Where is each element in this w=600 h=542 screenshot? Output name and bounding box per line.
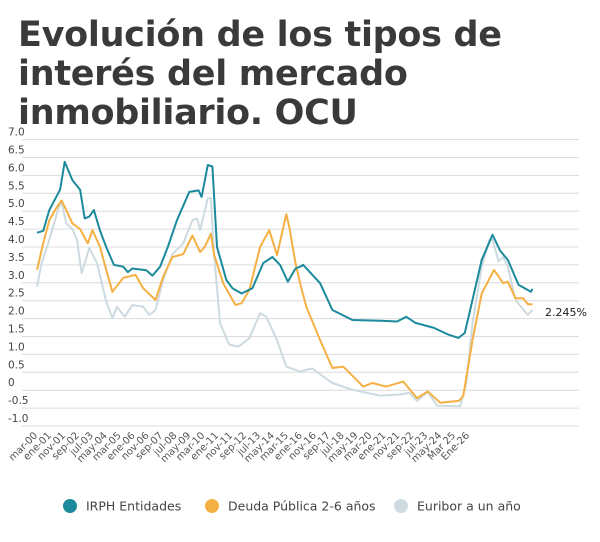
y-tick-label: 3.5 — [8, 252, 25, 264]
series-lines — [36, 160, 534, 408]
legend-label: Deuda Pública 2-6 años — [228, 499, 376, 514]
y-tick-label: 2.0 — [8, 306, 25, 318]
y-tick-label: 1.5 — [8, 324, 25, 336]
y-tick-label: 6.0 — [8, 162, 25, 174]
legend-label: IRPH Entidades — [86, 499, 181, 514]
series-line-0 — [36, 160, 534, 339]
y-tick-label: -1.0 — [8, 413, 29, 425]
y-tick-label: 0.5 — [8, 359, 25, 371]
y-tick-label: 6.5 — [8, 145, 25, 157]
legend-marker — [205, 499, 219, 513]
y-tick-label: 5.5 — [8, 180, 25, 192]
y-tick-label: 5.0 — [8, 198, 25, 210]
y-tick-label: 3.0 — [8, 270, 25, 282]
legend-marker — [394, 499, 408, 513]
legend-item: IRPH Entidades — [63, 499, 181, 514]
y-tick-label: 4.0 — [8, 234, 25, 246]
x-axis-tick-labels: mar-00ene-01nov-01sep-02jul-03may-04mar-… — [7, 430, 472, 465]
y-tick-label: 7.0 — [8, 127, 25, 139]
legend-item: Deuda Pública 2-6 años — [205, 499, 376, 514]
legend: IRPH Entidades Deuda Pública 2-6 años Euri… — [63, 499, 521, 514]
series-line-1 — [36, 199, 533, 404]
chart-title: Evolución de los tipos de interés del me… — [18, 15, 502, 133]
legend-marker — [63, 499, 77, 513]
y-tick-label: 2.5 — [8, 288, 25, 300]
legend-label: Euribor a un año — [417, 499, 521, 514]
y-tick-label: -0.5 — [8, 395, 29, 407]
y-axis-tick-labels: 7.0 6.5 6.0 5.5 5.0 4.5 4.0 3.5 3.0 2.5 2.0 1.5 1.0 0… — [8, 127, 29, 425]
y-tick-label: 4.5 — [8, 216, 25, 228]
y-tick-label: 0 — [8, 377, 15, 389]
legend-item: Euribor a un año — [394, 499, 521, 514]
y-tick-label: 1.0 — [8, 341, 25, 353]
last-value-annotation: 2.245% — [545, 306, 587, 319]
